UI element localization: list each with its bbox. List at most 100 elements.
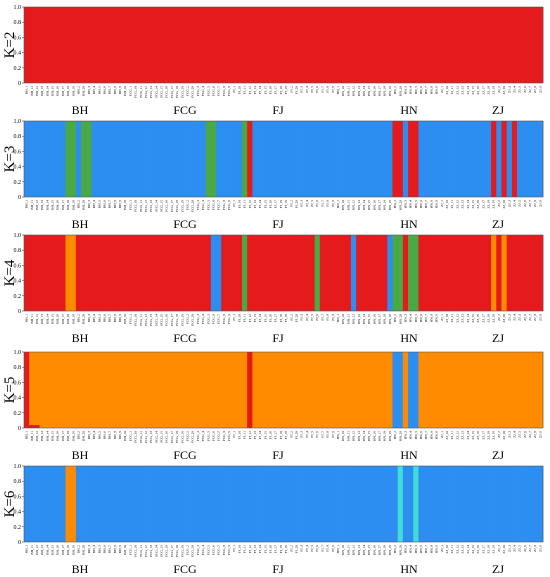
individual-label: FJ_8 [326, 200, 330, 207]
bar-K3-ZJ_2 [496, 121, 502, 197]
bar-K6-BH_10 [122, 466, 129, 542]
bar-K6-FCG_8 [221, 466, 227, 542]
bar-K5-ZJ_5 [517, 352, 523, 428]
individual-label: ZJ_12 [455, 314, 459, 323]
bar-K4-FCG_19 [179, 235, 186, 311]
individual-label: FJ_18 [279, 431, 283, 440]
bar-K4-FCG_1 [127, 235, 134, 311]
bar-K2-FCG_18 [174, 7, 181, 83]
bar-K2-FJ_10 [236, 7, 243, 83]
individual-label: HN_19 [388, 200, 392, 210]
bar-K5-FJ_19 [283, 352, 290, 428]
individual-label: FCG_15 [160, 545, 164, 557]
individual-label: FJ_4 [305, 200, 309, 207]
individual-label: FCG_14 [154, 200, 158, 212]
bar-K6-BH_1 [24, 466, 30, 542]
bar-K6-ZJ_5 [517, 466, 523, 542]
individual-label: FJ_12 [248, 86, 252, 95]
bar-K4-BH_3 [86, 235, 92, 311]
y-tick-label: 0.2 [14, 294, 22, 300]
bar-K3-FJ_18 [278, 121, 284, 197]
individual-label: BH_12 [35, 431, 39, 441]
bar-K4-ZJ_6 [522, 235, 528, 311]
bar-K3-FCG_19 [179, 121, 186, 197]
individual-label: BH_20 [82, 200, 86, 210]
bar-K6-FJ_13 [252, 466, 258, 542]
bar-K6-HN_15 [366, 466, 373, 542]
individual-label: BH_3 [87, 86, 91, 94]
individual-label: ZJ_8 [533, 200, 537, 207]
individual-label: HN_18 [383, 200, 387, 210]
group-label-FJ: FJ [272, 103, 284, 117]
individual-label: FCG_2 [185, 431, 189, 441]
individual-label: FJ_13 [253, 86, 257, 95]
bar-K4-FJ_2 [288, 235, 295, 311]
individual-label: FJ_19 [284, 545, 288, 554]
bar-K6-ZJ_7 [527, 466, 533, 542]
bar-K5-FCG_4 [200, 352, 206, 428]
individual-label: HN_5 [414, 200, 418, 209]
individual-label: BH_13 [40, 431, 44, 441]
individual-label: HN_16 [372, 86, 376, 96]
bar-K6-FJ_17 [273, 466, 279, 542]
bar-K6-BH_9 [117, 466, 123, 542]
individual-label: FCG_11 [139, 86, 143, 98]
bar-K6-FJ_3 [299, 466, 305, 542]
bar-K2-FCG_11 [138, 7, 144, 83]
bar-K6-BH_15 [49, 466, 56, 542]
individual-label: ZJ_15 [471, 314, 475, 323]
individual-label: HN_14 [362, 200, 366, 210]
bar-K4-FJ_18 [278, 235, 284, 311]
bar-K5-BH_17 [60, 352, 66, 428]
bar-K2-FJ_19 [283, 7, 290, 83]
individual-label: BH_19 [71, 314, 75, 324]
individual-label: FCG_9 [227, 200, 231, 210]
individual-label: HN_6 [419, 86, 423, 95]
bar-K2-HN_16 [371, 7, 378, 83]
individual-label: BH_17 [61, 314, 65, 324]
individual-label: BH_12 [35, 86, 39, 96]
individual-label: FCG_8 [222, 545, 226, 555]
bar-K3-BH_17 [60, 121, 66, 197]
bar-K2-FJ_20 [293, 7, 300, 83]
bar-K6-HN_1 [335, 466, 341, 542]
bar-K5-FCG_1 [127, 352, 134, 428]
group-label-FCG: FCG [173, 103, 197, 117]
individual-label: FJ_10 [237, 86, 241, 95]
individual-label: FCG_16 [165, 314, 169, 326]
individual-label: ZJ_14 [466, 545, 470, 554]
bar-K4-FCG_15 [158, 235, 165, 311]
individual-label: FCG_4 [201, 86, 205, 96]
bar-K5-BH_8 [112, 352, 118, 428]
bar-K4-FJ_10 [236, 235, 243, 311]
individual-label: FJ_7 [320, 200, 324, 207]
bar-K2-BH_10 [122, 7, 129, 83]
individual-label: FJ_14 [258, 314, 262, 323]
bar-K3-BH_19 [70, 121, 77, 197]
bar-K5-FJ_9 [330, 352, 336, 428]
bar-K6-FCG_5 [205, 466, 212, 542]
individual-label: FCG_15 [160, 86, 164, 98]
bar-K6-FCG_11 [138, 466, 144, 542]
bar-K6-HN_8 [428, 466, 435, 542]
individual-label: BH_12 [35, 545, 39, 555]
individual-label: FJ_6 [315, 545, 319, 552]
y-tick-label: 0.8 [14, 365, 22, 371]
individual-label: ZJ_20 [502, 545, 506, 554]
y-tick-label: 1.0 [14, 119, 22, 125]
bar-K6-HN_4 [408, 466, 414, 542]
individual-label: FCG_9 [227, 545, 231, 555]
bar-K6-ZJ_8 [532, 466, 539, 542]
individual-label: ZJ_7 [528, 545, 532, 552]
bar-K3-FJ_4 [304, 121, 310, 197]
bar-K2-FJ_17 [273, 7, 279, 83]
group-label-FJ: FJ [272, 217, 284, 231]
group-label-FCG: FCG [173, 448, 197, 462]
individual-label: HN_10 [341, 86, 345, 96]
individual-label: ZJ_19 [492, 545, 496, 554]
y-tick-label: 0.6 [14, 263, 22, 269]
bar-K4-FCG_8 [221, 235, 227, 311]
bar-K5-FCG_11 [138, 352, 144, 428]
individual-label: FCG_20 [191, 431, 195, 443]
panel-frame [23, 234, 544, 312]
